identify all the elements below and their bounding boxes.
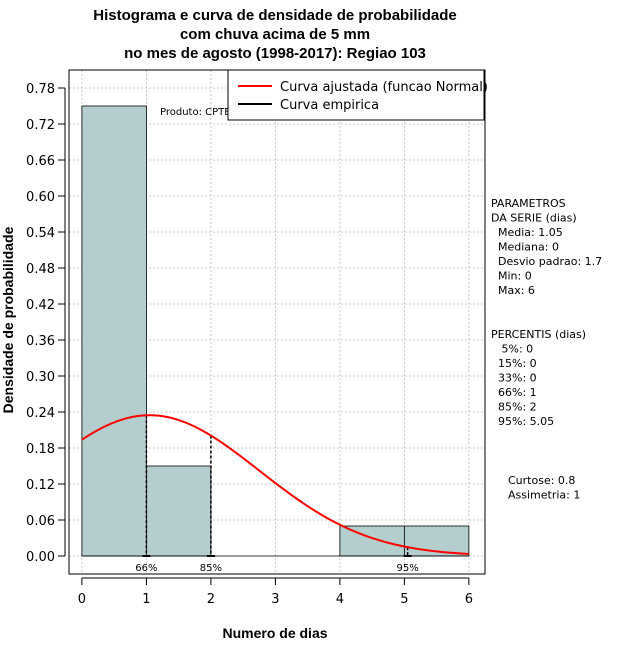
percentis-line-5: 85%: 2 <box>491 401 537 414</box>
parametros-line-1: DA SERIE (dias) <box>491 212 577 225</box>
percentis-line-6: 95%: 5.05 <box>491 415 554 428</box>
legend-entry-fitted: Curva ajustada (funcao Normal) <box>280 80 488 95</box>
side-panels: PARAMETROS DA SERIE (dias) Media: 1.05 Me… <box>491 197 602 502</box>
bar-0 <box>81 105 147 557</box>
percentis-line-1: 5%: 0 <box>491 343 533 356</box>
y-tick-label-11: 0.66 <box>26 154 55 169</box>
legend: Curva ajustada (funcao Normal) Curva emp… <box>227 69 488 121</box>
y-tick-label-8: 0.48 <box>26 262 55 277</box>
y-tick-label-13: 0.78 <box>26 82 55 97</box>
x-tick-label-5: 5 <box>400 592 408 607</box>
x-tick-label-1: 1 <box>142 592 150 607</box>
percentile-label-2: 95% <box>396 563 418 574</box>
fitted-curve-line <box>81 414 469 555</box>
legend-entry-empirical: Curva empirica <box>280 98 379 113</box>
percentile-label-0: 66% <box>135 563 157 574</box>
title-line-2: com chuva acima de 5 mm <box>180 26 370 43</box>
bar-1 <box>145 465 212 557</box>
bar-4 <box>339 525 405 557</box>
parametros-line-6: Max: 6 <box>491 284 535 297</box>
y-tick-label-10: 0.60 <box>26 190 55 205</box>
x-tick-label-4: 4 <box>336 592 344 607</box>
axes: 0 1 2 3 4 5 6 0.00 0.06 0.12 0.18 0.24 0.30 0.36 0.42 0… <box>26 82 473 607</box>
title-line-3: no mes de agosto (1998-2017): Regiao 103 <box>124 45 426 62</box>
extra-stats-line-1: Assimetria: 1 <box>508 489 580 502</box>
y-tick-label-2: 0.12 <box>26 478 55 493</box>
y-tick-label-3: 0.18 <box>26 442 55 457</box>
x-axis-title: Numero de dias <box>222 625 327 641</box>
y-tick-label-7: 0.42 <box>26 298 55 313</box>
x-tick-label-6: 6 <box>465 592 473 607</box>
percentile-markers: 66% 85% 95% <box>135 415 419 574</box>
percentis-line-4: 66%: 1 <box>491 386 537 399</box>
parametros-line-5: Min: 0 <box>491 270 532 283</box>
chart-title: Histograma e curva de densidade de proba… <box>93 7 456 62</box>
percentis-line-0: PERCENTIS (dias) <box>491 328 586 341</box>
x-tick-label-2: 2 <box>207 592 215 607</box>
y-tick-label-12: 0.72 <box>26 118 55 133</box>
parametros-line-4: Desvio padrao: 1.7 <box>491 255 602 268</box>
extra-stats-line-0: Curtose: 0.8 <box>508 474 575 487</box>
title-line-1: Histograma e curva de densidade de proba… <box>93 7 456 24</box>
y-axis-title: Densidade de probabilidade <box>0 226 16 413</box>
parametros-line-2: Media: 1.05 <box>491 226 563 239</box>
x-tick-label-0: 0 <box>78 592 86 607</box>
parametros-line-0: PARAMETROS <box>491 197 566 210</box>
percentis-line-3: 33%: 0 <box>491 372 537 385</box>
percentile-label-1: 85% <box>200 563 222 574</box>
fitted-curve-group <box>81 414 469 555</box>
histogram-bars <box>81 105 470 557</box>
y-tick-label-1: 0.06 <box>26 514 55 529</box>
product-label: Produto: CPTEC/INPE <box>160 107 264 118</box>
parametros-line-3: Mediana: 0 <box>491 241 559 254</box>
x-tick-label-3: 3 <box>271 592 279 607</box>
y-tick-label-6: 0.36 <box>26 334 55 349</box>
legend-box <box>227 69 485 121</box>
y-tick-label-9: 0.54 <box>26 226 55 241</box>
y-tick-label-5: 0.30 <box>26 370 55 385</box>
y-tick-label-0: 0.00 <box>26 550 55 565</box>
y-tick-label-4: 0.24 <box>26 406 55 421</box>
percentis-line-2: 15%: 0 <box>491 357 537 370</box>
